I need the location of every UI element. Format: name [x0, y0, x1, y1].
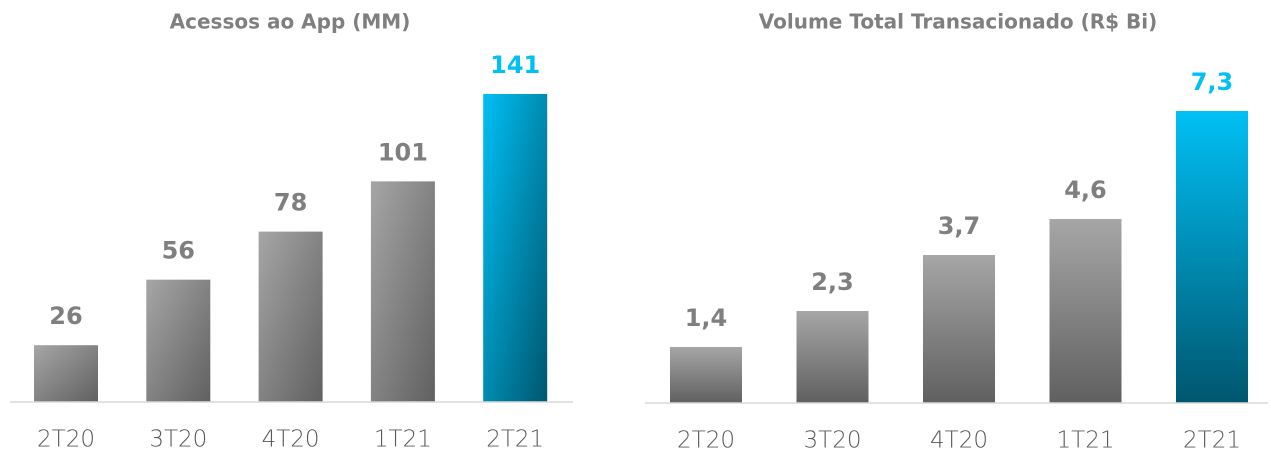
bar — [258, 231, 323, 402]
bar — [34, 345, 98, 402]
bar — [670, 347, 742, 403]
value-label: 78 — [274, 189, 307, 217]
x-tick-label: 2T21 — [1183, 428, 1241, 454]
value-label: 26 — [49, 302, 82, 330]
value-label: 3,7 — [938, 212, 981, 240]
bar — [923, 255, 995, 403]
chart-title: Acessos ao App (MM) — [170, 10, 411, 34]
x-tick-label: 2T20 — [37, 427, 95, 453]
chart-title: Volume Total Transacionado (R$ Bi) — [759, 10, 1158, 34]
bar — [146, 279, 211, 402]
value-label: 4,6 — [1064, 176, 1107, 204]
value-label: 101 — [378, 138, 428, 166]
value-label: 7,3 — [1191, 68, 1234, 96]
x-tick-label: 3T20 — [804, 428, 862, 454]
bar — [1176, 111, 1248, 403]
bar — [370, 181, 435, 402]
x-tick-label: 1T21 — [1057, 428, 1115, 454]
value-label: 2,3 — [811, 268, 854, 296]
x-tick-label: 3T20 — [149, 427, 207, 453]
x-tick-label: 2T20 — [677, 428, 735, 454]
bar — [483, 94, 548, 402]
bar — [796, 311, 869, 403]
x-tick-label: 2T21 — [486, 427, 544, 453]
bar — [1049, 219, 1122, 403]
x-tick-label: 4T20 — [930, 428, 988, 454]
x-tick-label: 4T20 — [262, 427, 320, 453]
value-label: 56 — [162, 237, 195, 265]
value-label: 1,4 — [685, 304, 728, 332]
value-label: 141 — [490, 51, 540, 79]
x-tick-label: 1T21 — [374, 427, 432, 453]
